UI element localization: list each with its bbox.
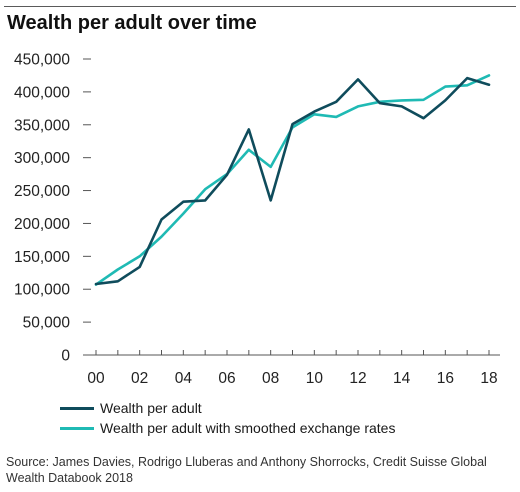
legend-swatch-0 [60,406,94,410]
legend-swatch-1 [60,426,94,430]
axes: 0 50,000 100,000 150,000 200,000 250,000 300,0… [14,52,500,387]
series-line-1 [94,74,491,286]
x-tick-label: 02 [131,370,148,387]
x-tick-label: 10 [306,370,324,387]
x-tick-label: 18 [480,370,497,387]
x-tick-label: 14 [393,370,411,387]
x-tick-label: 08 [262,370,279,387]
y-tick-label: 400,000 [14,84,70,101]
x-tick-label: 12 [349,370,366,387]
legend-item-1: Wealth per adult with smoothed exchange … [60,418,395,438]
legend-label-0: Wealth per adult [100,400,202,416]
y-tick-label: 100,000 [14,282,70,299]
y-tick-label: 200,000 [14,216,70,233]
legend: Wealth per adult Wealth per adult with s… [60,398,395,438]
x-tick-label: 00 [87,370,105,387]
y-tick-label: 250,000 [14,183,70,200]
y-tick-label: 50,000 [23,315,71,332]
top-rule [4,6,516,7]
x-tick-label: 06 [218,370,235,387]
legend-label-1: Wealth per adult with smoothed exchange … [100,420,396,436]
y-tick-label: 300,000 [14,150,70,167]
series-line-0 [94,76,491,286]
x-tick-label: 16 [437,370,454,387]
legend-item-0: Wealth per adult [60,398,395,418]
y-tick-label: 350,000 [14,117,70,134]
series-layer [94,74,491,286]
chart-title: Wealth per adult over time [7,12,257,34]
y-tick-label: 150,000 [14,249,70,266]
source-note: Source: James Davies, Rodrigo Lluberas a… [6,455,487,485]
x-tick-label: 04 [175,370,193,387]
y-tick-label: 0 [61,348,70,365]
y-tick-label: 450,000 [14,52,70,69]
